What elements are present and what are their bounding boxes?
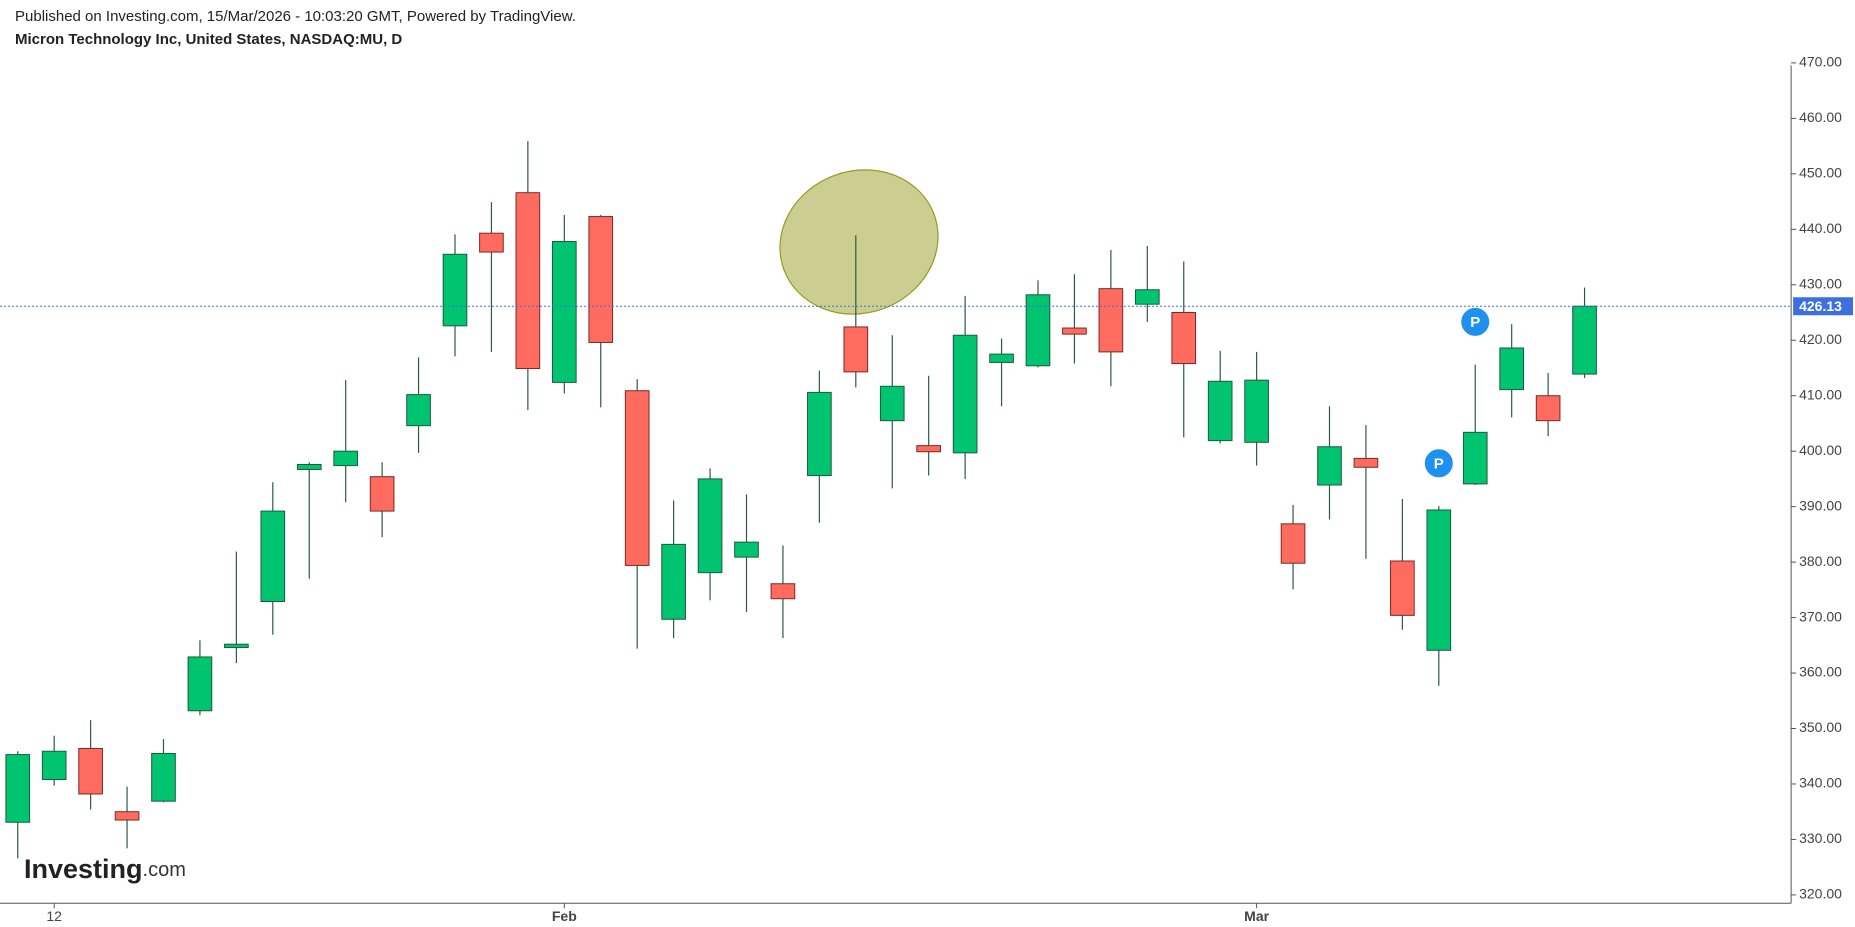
candle-body [1317, 446, 1342, 486]
candle-body [1062, 327, 1087, 335]
candle-body [1025, 294, 1051, 367]
y-tick-label: 470.00 [1799, 54, 1842, 70]
event-marker-circle [1422, 447, 1455, 480]
candle-body [442, 253, 468, 327]
candle-body [1499, 347, 1525, 391]
candle-body [952, 334, 978, 454]
candle-body [1207, 380, 1233, 442]
candle-body [1353, 457, 1379, 468]
last-price-label: 426.13 [1799, 298, 1842, 314]
candle-body [515, 192, 541, 370]
candle-body [551, 241, 577, 383]
event-marker-label: P [1470, 314, 1480, 331]
candle-body [479, 232, 504, 253]
y-tick-label: 440.00 [1799, 220, 1842, 236]
y-tick-label: 320.00 [1799, 886, 1842, 902]
y-tick-label: 370.00 [1799, 608, 1842, 624]
candle-body [807, 391, 832, 477]
candle-body [78, 747, 103, 795]
y-tick-label: 380.00 [1799, 553, 1842, 569]
candle-body [5, 754, 31, 823]
y-tick-label: 360.00 [1799, 664, 1842, 680]
candle-body [1134, 289, 1160, 305]
published-note: Published on Investing.com, 15/Mar/2026 … [15, 8, 576, 25]
y-tick-label: 460.00 [1799, 109, 1842, 125]
candle-body [1390, 560, 1415, 616]
candle-body [114, 811, 140, 821]
y-tick-label: 400.00 [1799, 442, 1842, 458]
y-tick-label: 340.00 [1799, 775, 1842, 791]
candle-body [224, 643, 249, 649]
x-tick-label: Mar [1244, 908, 1269, 924]
y-tick-label: 450.00 [1799, 165, 1842, 181]
candle-body [1426, 509, 1452, 651]
candle-body [1244, 379, 1269, 443]
y-tick-label: 430.00 [1799, 275, 1842, 291]
candle-body [770, 583, 796, 600]
logo-main: Investing [24, 854, 143, 884]
y-tick-label: 350.00 [1799, 719, 1842, 735]
x-tick-label: 12 [46, 908, 62, 924]
event-marker-label: P [1434, 455, 1444, 472]
x-tick-label: Feb [552, 908, 577, 924]
y-tick-label: 420.00 [1799, 331, 1842, 347]
candle-body [697, 478, 723, 574]
candle-body [1280, 523, 1306, 564]
candle-body [41, 750, 67, 781]
last-price-box [1793, 297, 1853, 316]
candle-body [624, 390, 650, 566]
candle-body [843, 326, 869, 373]
candle-body [661, 543, 686, 620]
event-marker: P [1459, 305, 1492, 338]
candle-body [879, 385, 905, 422]
highlight-ellipse [779, 169, 939, 315]
candle-body [734, 541, 759, 558]
candle-body [296, 463, 322, 470]
candle-body [1572, 305, 1597, 375]
event-marker-circle [1459, 305, 1492, 338]
y-tick-label: 410.00 [1799, 386, 1842, 402]
candle-body [187, 656, 213, 712]
y-tick-label: 390.00 [1799, 497, 1842, 513]
candle-body [1462, 431, 1488, 485]
candle-body [151, 752, 176, 802]
candle-body [1171, 312, 1197, 365]
candle-body [1535, 395, 1561, 422]
instrument-title: Micron Technology Inc, United States, NA… [15, 31, 402, 48]
candle-body [333, 450, 359, 467]
logo: Investing.com [24, 854, 186, 884]
candle-body [989, 353, 1014, 363]
candle-body [406, 394, 431, 427]
candle-body [588, 216, 614, 343]
event-marker: P [1422, 447, 1455, 480]
y-tick-label: 330.00 [1799, 830, 1842, 846]
logo-suffix: .com [143, 859, 186, 881]
candle-body [1098, 288, 1124, 353]
candle-body [916, 445, 942, 453]
candle-body [260, 510, 286, 602]
candle-body [369, 476, 395, 512]
